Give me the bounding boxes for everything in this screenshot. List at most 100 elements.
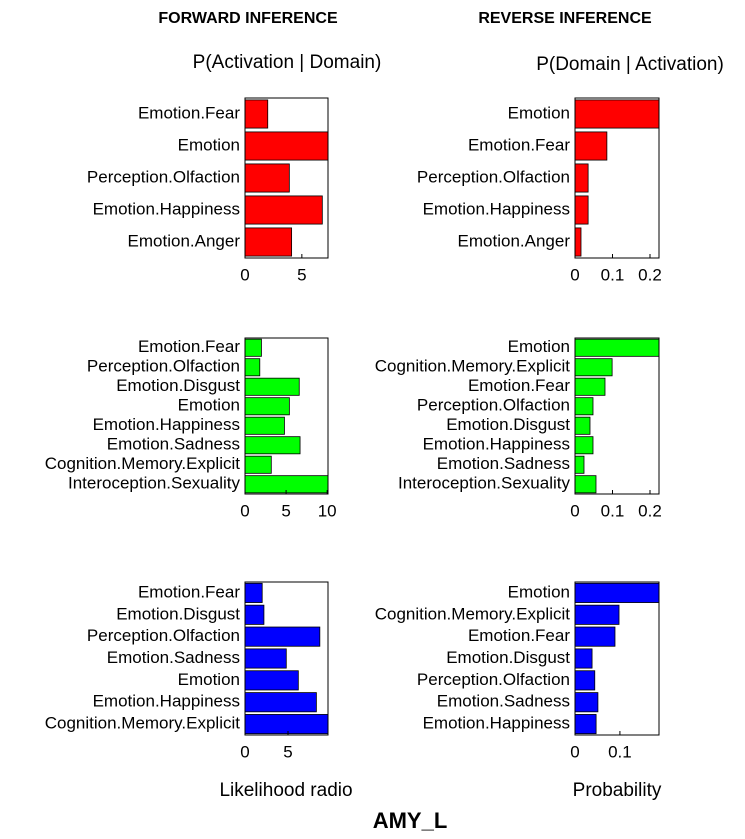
plot-frame: [244, 581, 329, 736]
y-tick-label: Emotion.Anger: [458, 231, 571, 250]
x-tick-label: 0.2: [638, 265, 662, 284]
bar: [574, 692, 599, 713]
y-tick-label: Emotion.Disgust: [446, 415, 570, 434]
bar: [574, 436, 594, 455]
x-tick-label: 0.2: [638, 501, 662, 520]
y-tick-label: Interoception.Sexuality: [68, 474, 240, 493]
y-tick-label: Emotion: [508, 582, 570, 601]
y-tick-label: Emotion.Fear: [138, 103, 240, 122]
y-tick-label: Perception.Olfaction: [417, 396, 570, 415]
y-tick-label: Emotion: [508, 103, 570, 122]
bar: [574, 475, 597, 494]
x-tick-label: 0: [570, 265, 579, 284]
bar: [244, 692, 317, 713]
bar: [244, 416, 285, 435]
y-tick-label: Emotion.Fear: [468, 376, 570, 395]
x-tick-label: 0.1: [601, 501, 625, 520]
bar: [574, 358, 613, 377]
bar: [244, 131, 329, 161]
bar: [244, 436, 301, 455]
bar: [244, 227, 293, 257]
plot-frame: [574, 337, 660, 495]
y-tick-label: Emotion.Sadness: [437, 454, 570, 473]
y-tick-label: Cognition.Memory.Explicit: [45, 454, 241, 473]
y-tick-label: Emotion.Fear: [138, 582, 240, 601]
y-tick-label: Cognition.Memory.Explicit: [45, 714, 241, 733]
bar: [244, 195, 323, 225]
bar: [574, 416, 591, 435]
bar: [574, 455, 585, 474]
column-heading: REVERSE INFERENCE: [478, 10, 652, 27]
y-tick-label: Emotion.Happiness: [93, 415, 240, 434]
bar: [574, 670, 596, 691]
y-tick-label: Cognition.Memory.Explicit: [375, 357, 571, 376]
y-tick-label: Emotion.Disgust: [446, 648, 570, 667]
y-tick-label: Emotion.Happiness: [423, 199, 570, 218]
y-tick-label: Emotion.Sadness: [107, 648, 240, 667]
y-tick-label: Emotion.Fear: [468, 135, 570, 154]
bar: [244, 455, 272, 474]
x-tick-label: 5: [281, 501, 290, 520]
y-tick-label: Emotion.Sadness: [107, 435, 240, 454]
bar: [244, 604, 265, 625]
x-tick-label: 5: [297, 265, 306, 284]
bar: [574, 338, 660, 357]
bar: [574, 397, 594, 416]
y-tick-label: Emotion.Happiness: [423, 714, 570, 733]
x-axis-label: Likelihood radio: [219, 780, 352, 801]
bar: [244, 670, 299, 691]
bar: [574, 227, 582, 257]
bar: [244, 582, 263, 603]
bar: [244, 648, 287, 669]
y-tick-label: Emotion.Happiness: [93, 692, 240, 711]
x-axis-label: Probability: [573, 780, 662, 801]
y-tick-label: Emotion.Fear: [138, 337, 240, 356]
y-tick-label: Perception.Olfaction: [417, 167, 570, 186]
plot-frame: [574, 581, 660, 736]
x-tick-label: 0: [240, 265, 249, 284]
column-heading: FORWARD INFERENCE: [158, 10, 338, 27]
y-tick-label: Emotion.Happiness: [93, 199, 240, 218]
y-tick-label: Interoception.Sexuality: [398, 474, 570, 493]
bar: [244, 358, 261, 377]
bar: [244, 377, 300, 396]
y-tick-label: Perception.Olfaction: [87, 357, 240, 376]
x-tick-label: 0: [570, 501, 579, 520]
bar: [574, 377, 606, 396]
column-subtitle: P(Domain | Activation): [536, 54, 724, 75]
y-tick-label: Cognition.Memory.Explicit: [375, 604, 571, 623]
y-tick-label: Emotion.Happiness: [423, 435, 570, 454]
x-tick-label: 5: [283, 742, 292, 761]
bar: [574, 604, 620, 625]
y-tick-label: Emotion: [178, 396, 240, 415]
column-subtitle: P(Activation | Domain): [193, 52, 382, 73]
bar: [574, 648, 593, 669]
y-tick-label: Perception.Olfaction: [87, 626, 240, 645]
y-tick-label: Emotion.Disgust: [116, 604, 240, 623]
bar: [244, 99, 269, 129]
x-tick-label: 0: [240, 501, 249, 520]
x-tick-label: 0: [570, 742, 579, 761]
y-tick-label: Emotion: [508, 337, 570, 356]
y-tick-label: Emotion.Anger: [128, 231, 241, 250]
y-tick-label: Emotion.Sadness: [437, 692, 570, 711]
y-tick-label: Perception.Olfaction: [87, 167, 240, 186]
figure-title: AMY_L: [373, 808, 448, 833]
y-tick-label: Emotion: [178, 670, 240, 689]
bar: [574, 131, 608, 161]
bar: [244, 338, 262, 357]
x-tick-label: 10: [318, 501, 337, 520]
y-tick-label: Perception.Olfaction: [417, 670, 570, 689]
bar: [244, 163, 290, 193]
plot-frame: [574, 97, 660, 259]
bar: [574, 626, 616, 647]
x-tick-label: 0: [240, 742, 249, 761]
x-tick-label: 0.1: [601, 265, 625, 284]
y-tick-label: Emotion.Disgust: [116, 376, 240, 395]
bar: [244, 626, 321, 647]
x-tick-label: 0.1: [608, 742, 632, 761]
bar: [574, 714, 597, 735]
bar: [244, 397, 290, 416]
y-tick-label: Emotion: [178, 135, 240, 154]
